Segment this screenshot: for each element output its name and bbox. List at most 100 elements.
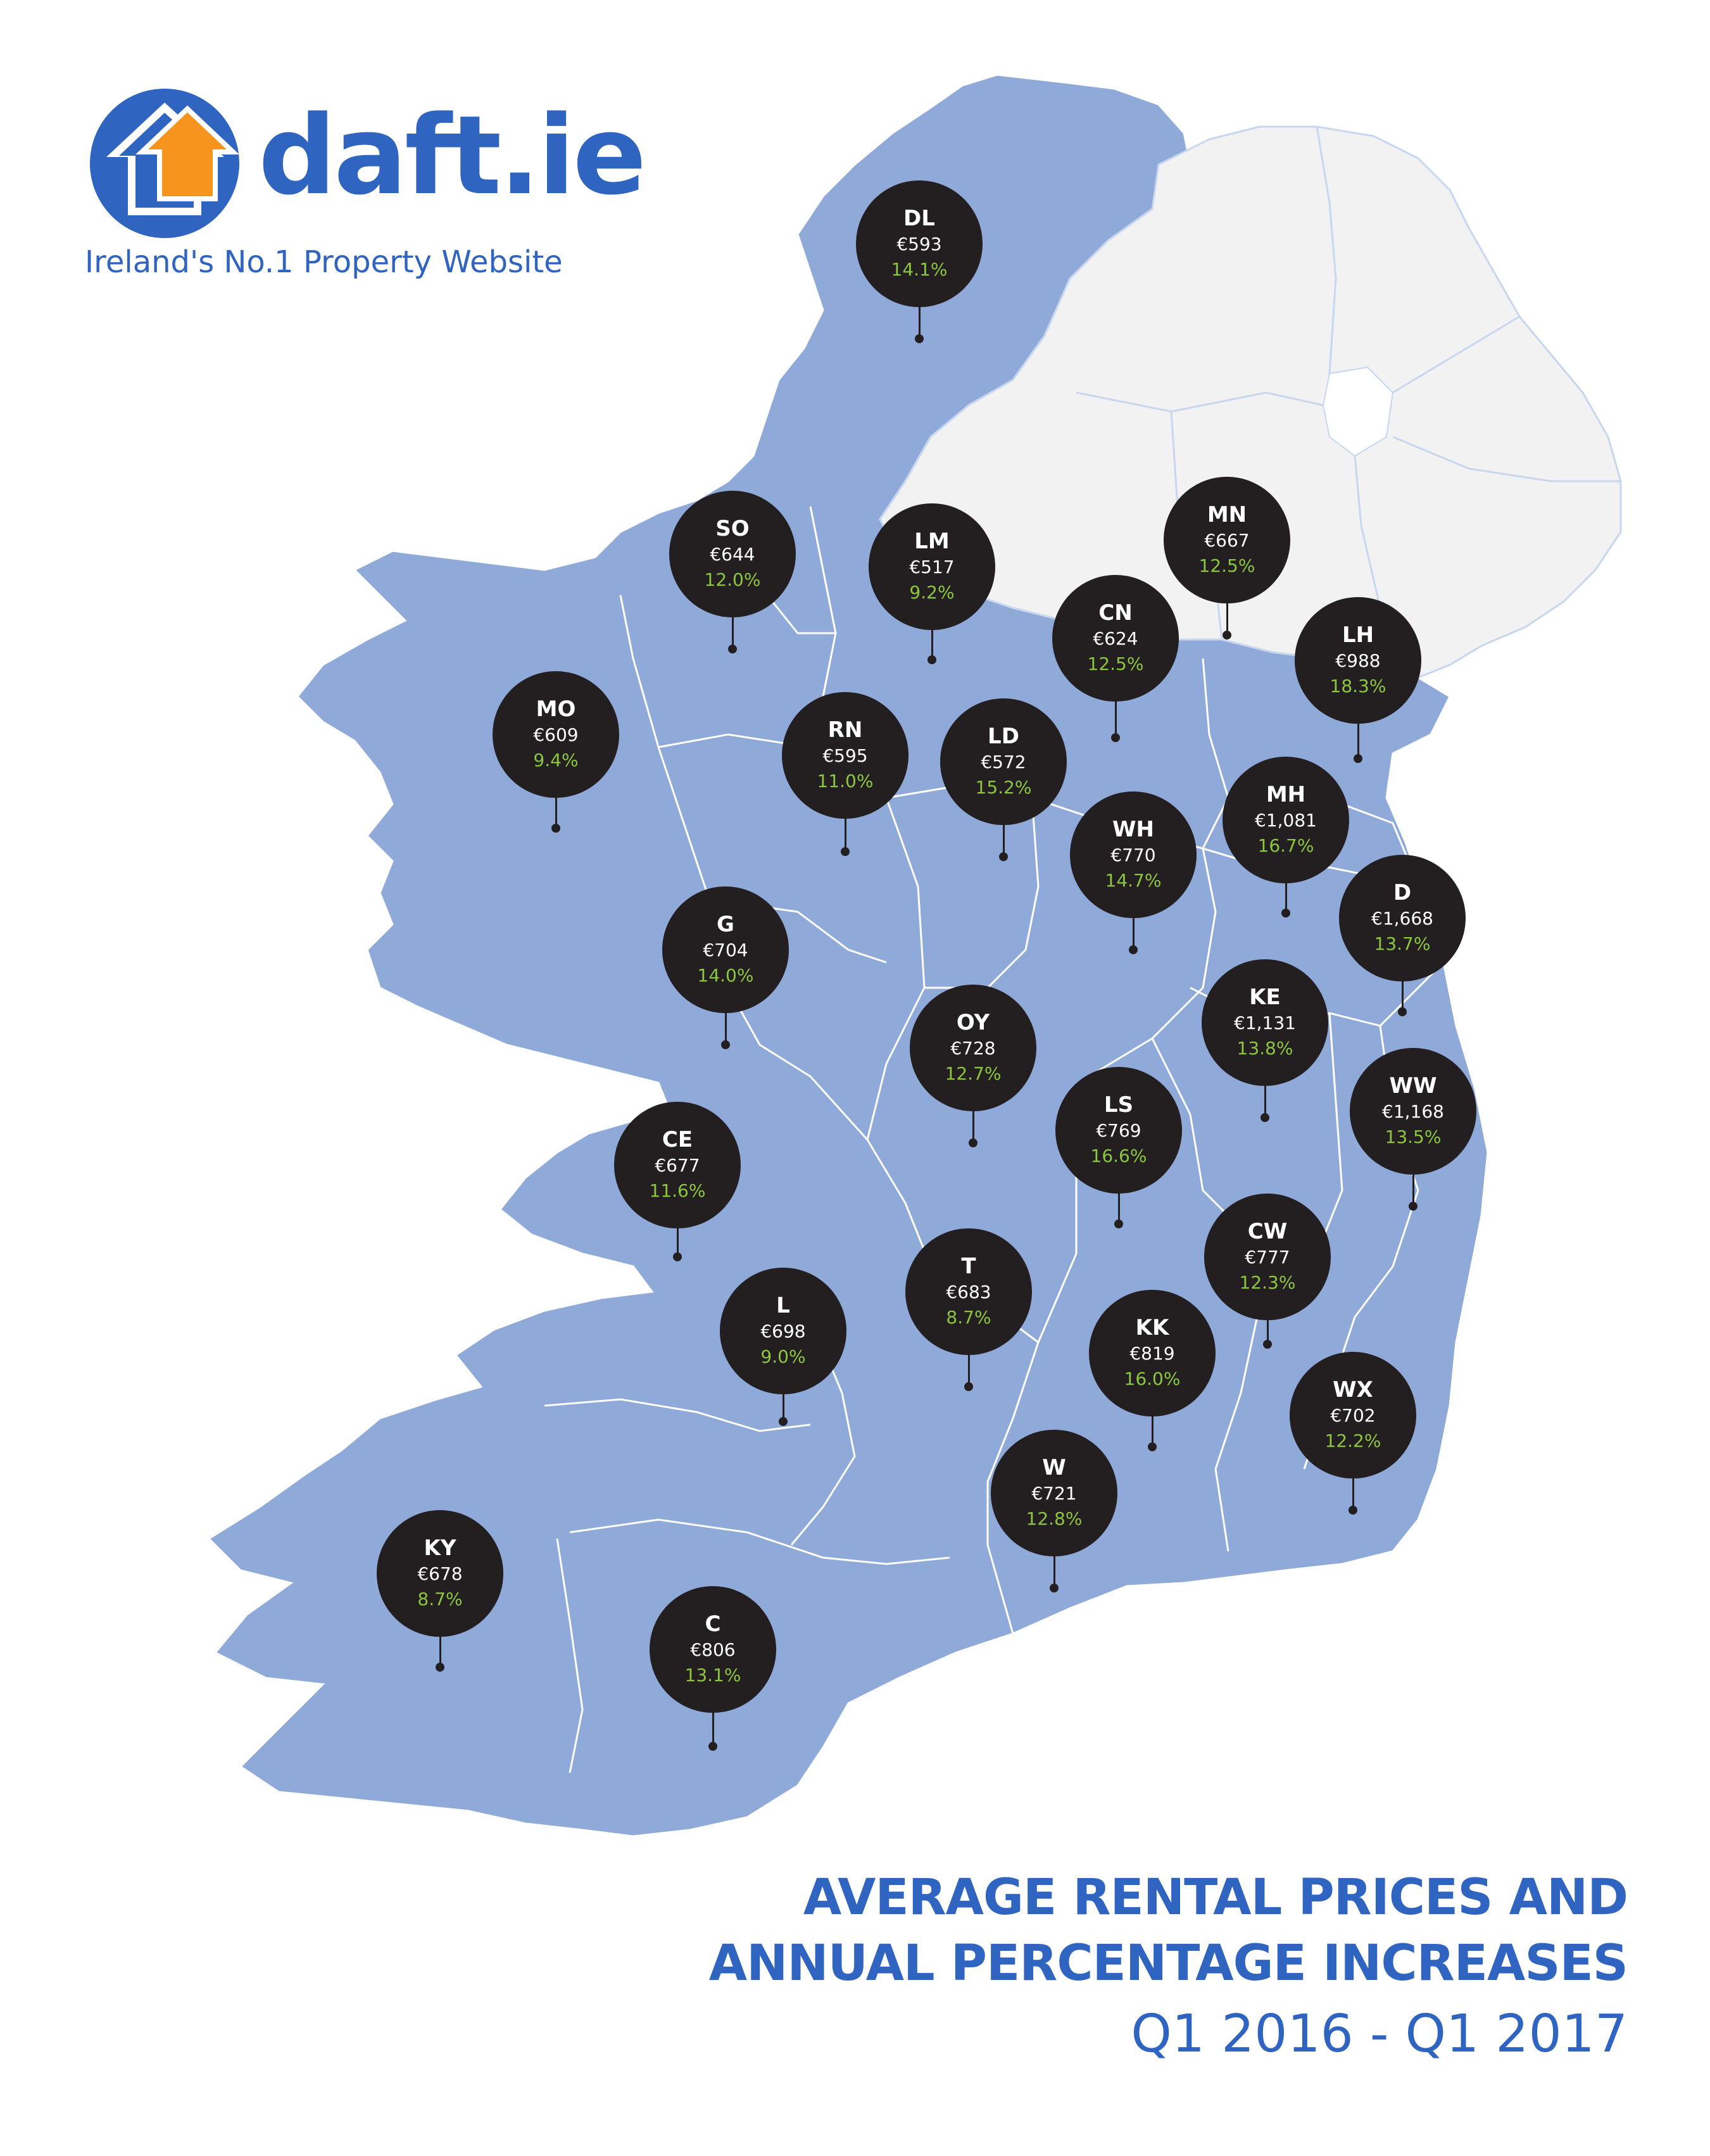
county-price: €678 — [417, 1563, 463, 1584]
county-marker-ww[interactable]: WW €1,168 13.5% — [1350, 1048, 1476, 1175]
county-marker-g[interactable]: G €704 14.0% — [662, 886, 789, 1013]
county-price: €704 — [703, 940, 748, 961]
county-increase: 8.7% — [417, 1589, 463, 1610]
county-code: LM — [914, 529, 950, 554]
county-marker-dl[interactable]: DL €593 14.1% — [856, 180, 983, 307]
county-code: MH — [1266, 782, 1306, 807]
county-marker-l[interactable]: L €698 9.0% — [720, 1268, 846, 1394]
county-code: OY — [956, 1010, 990, 1035]
county-marker-mn[interactable]: MN €667 12.5% — [1164, 477, 1290, 603]
county-price: €721 — [1031, 1483, 1077, 1504]
county-marker-wh[interactable]: WH €770 14.7% — [1070, 791, 1197, 918]
county-marker-c[interactable]: C €806 13.1% — [650, 1586, 776, 1713]
county-price: €683 — [946, 1282, 991, 1302]
county-code: CE — [662, 1127, 693, 1152]
county-marker-cw[interactable]: CW €777 12.3% — [1204, 1194, 1331, 1320]
county-increase: 12.7% — [945, 1063, 1002, 1084]
county-marker-w[interactable]: W €721 12.8% — [991, 1430, 1117, 1556]
location-dot-icon — [1409, 1202, 1418, 1211]
marker-stem — [725, 1012, 727, 1045]
map-title: AVERAGE RENTAL PRICES AND ANNUAL PERCENT… — [709, 1865, 1628, 2072]
title-line-1: AVERAGE RENTAL PRICES AND — [803, 1869, 1628, 1926]
county-increase: 11.6% — [649, 1180, 706, 1201]
county-increase: 12.3% — [1239, 1272, 1296, 1293]
county-marker-oy[interactable]: OY €728 12.7% — [910, 985, 1036, 1111]
county-price: €677 — [655, 1155, 700, 1176]
county-code: L — [776, 1293, 790, 1318]
county-code: LD — [988, 724, 1019, 749]
location-dot-icon — [1050, 1584, 1059, 1592]
location-dot-icon — [1398, 1007, 1407, 1016]
county-marker-kk[interactable]: KK €819 16.0% — [1089, 1290, 1216, 1416]
county-price: €517 — [909, 557, 955, 577]
location-dot-icon — [1349, 1506, 1357, 1515]
county-code: LS — [1103, 1092, 1134, 1118]
county-marker-ce[interactable]: CE €677 11.6% — [614, 1102, 741, 1228]
county-marker-wx[interactable]: WX €702 12.2% — [1290, 1352, 1416, 1478]
county-increase: 12.8% — [1026, 1508, 1083, 1529]
title-line-2: ANNUAL PERCENTAGE INCREASES — [708, 1935, 1628, 1992]
location-dot-icon — [1129, 945, 1138, 954]
county-price: €644 — [710, 544, 755, 565]
marker-stem — [1118, 1192, 1120, 1224]
county-increase: 9.2% — [909, 582, 955, 603]
county-price: €702 — [1330, 1405, 1376, 1426]
county-price: €1,168 — [1382, 1101, 1444, 1122]
county-price: €609 — [533, 724, 579, 745]
marker-stem — [712, 1712, 714, 1746]
county-marker-t[interactable]: T €683 8.7% — [905, 1228, 1032, 1355]
location-dot-icon — [841, 847, 850, 856]
county-increase: 15.2% — [975, 777, 1032, 798]
county-code: KE — [1249, 985, 1281, 1010]
county-increase: 14.1% — [891, 259, 948, 280]
marker-stem — [845, 817, 846, 852]
county-increase: 12.5% — [1087, 653, 1144, 674]
location-dot-icon — [1354, 754, 1362, 763]
location-dot-icon — [915, 334, 924, 343]
county-marker-mo[interactable]: MO €609 9.4% — [493, 671, 619, 798]
county-marker-so[interactable]: SO €644 12.0% — [669, 491, 796, 617]
county-code: W — [1042, 1455, 1066, 1480]
marker-stem — [972, 1110, 974, 1143]
county-marker-d[interactable]: D €1,668 13.7% — [1339, 855, 1466, 981]
marker-stem — [1357, 722, 1359, 759]
county-price: €777 — [1245, 1247, 1290, 1268]
location-dot-icon — [551, 824, 560, 833]
county-price: €593 — [896, 234, 942, 255]
location-dot-icon — [673, 1252, 682, 1261]
marker-stem — [1226, 602, 1228, 635]
daft-logo[interactable]: daft.ie Ireland's No.1 Property Website — [81, 75, 646, 290]
county-code: WH — [1112, 817, 1154, 842]
location-dot-icon — [1223, 631, 1231, 640]
marker-stem — [732, 616, 734, 649]
county-marker-lh[interactable]: LH €988 18.3% — [1295, 597, 1421, 724]
county-price: €572 — [981, 752, 1026, 772]
county-price: €1,131 — [1234, 1012, 1296, 1033]
location-dot-icon — [1260, 1113, 1269, 1122]
county-price: €819 — [1129, 1343, 1175, 1364]
county-marker-rn[interactable]: RN €595 11.0% — [782, 692, 908, 819]
county-increase: 13.7% — [1374, 933, 1431, 954]
county-price: €624 — [1093, 628, 1138, 649]
brand-name: daft.ie — [258, 92, 646, 219]
location-dot-icon — [1148, 1442, 1157, 1451]
county-marker-lm[interactable]: LM €517 9.2% — [869, 503, 995, 630]
county-price: €595 — [822, 745, 868, 766]
county-marker-ld[interactable]: LD €572 15.2% — [940, 698, 1067, 825]
county-marker-cn[interactable]: CN €624 12.5% — [1052, 575, 1179, 702]
marker-stem — [1264, 1085, 1266, 1118]
county-price: €806 — [690, 1639, 736, 1660]
marker-stem — [968, 1354, 970, 1387]
county-marker-ky[interactable]: KY €678 8.7% — [377, 1510, 503, 1637]
county-marker-ke[interactable]: KE €1,131 13.8% — [1202, 959, 1328, 1086]
county-marker-ls[interactable]: LS €769 16.6% — [1055, 1067, 1182, 1194]
county-code: D — [1393, 880, 1412, 905]
county-increase: 16.7% — [1257, 835, 1314, 856]
location-dot-icon — [927, 655, 936, 664]
county-code: MN — [1207, 502, 1247, 527]
county-increase: 9.0% — [760, 1346, 806, 1367]
marker-stem — [1133, 917, 1135, 950]
county-code: CN — [1098, 600, 1133, 626]
county-marker-mh[interactable]: MH €1,081 16.7% — [1223, 757, 1349, 883]
marker-stem — [783, 1393, 784, 1422]
